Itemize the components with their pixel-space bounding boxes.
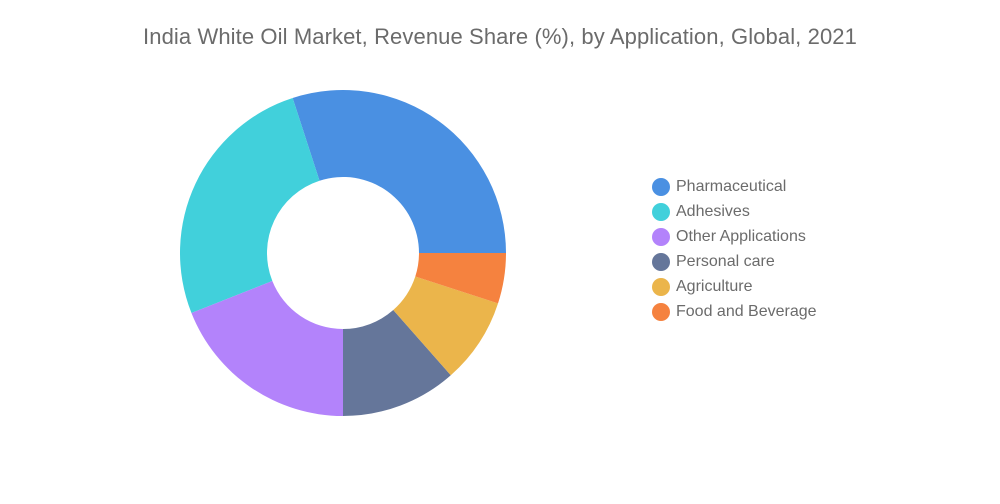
legend-label: Adhesives [676,202,750,220]
chart-legend: Pharmaceutical Adhesives Other Application… [652,174,817,324]
legend-label: Other Applications [676,227,806,245]
chart-title: India White Oil Market, Revenue Share (%… [143,24,857,49]
legend-item: Food and Beverage [652,299,817,324]
legend-item: Agriculture [652,274,817,299]
legend-swatch [652,277,670,296]
legend-item: Other Applications [652,224,817,249]
donut-slice-agriculture [393,276,499,376]
legend-swatch [652,177,670,196]
legend-label: Agriculture [676,277,753,295]
legend-item: Adhesives [652,199,817,224]
legend-swatch [652,227,670,246]
legend-item: Personal care [652,249,817,274]
legend-swatch [652,252,670,271]
donut-slice-personal-care [343,310,451,416]
donut-slice-other-applications [191,280,343,416]
legend-label: Food and Beverage [676,302,817,320]
donut-slice-food-and-beverage [415,253,506,304]
legend-swatch [652,302,670,321]
legend-item: Pharmaceutical [652,174,817,199]
legend-label: Pharmaceutical [676,177,787,195]
legend-label: Personal care [676,252,775,270]
donut-slice-adhesives [179,97,320,314]
legend-swatch [652,202,670,221]
donut-slice-pharmaceutical [292,90,506,253]
